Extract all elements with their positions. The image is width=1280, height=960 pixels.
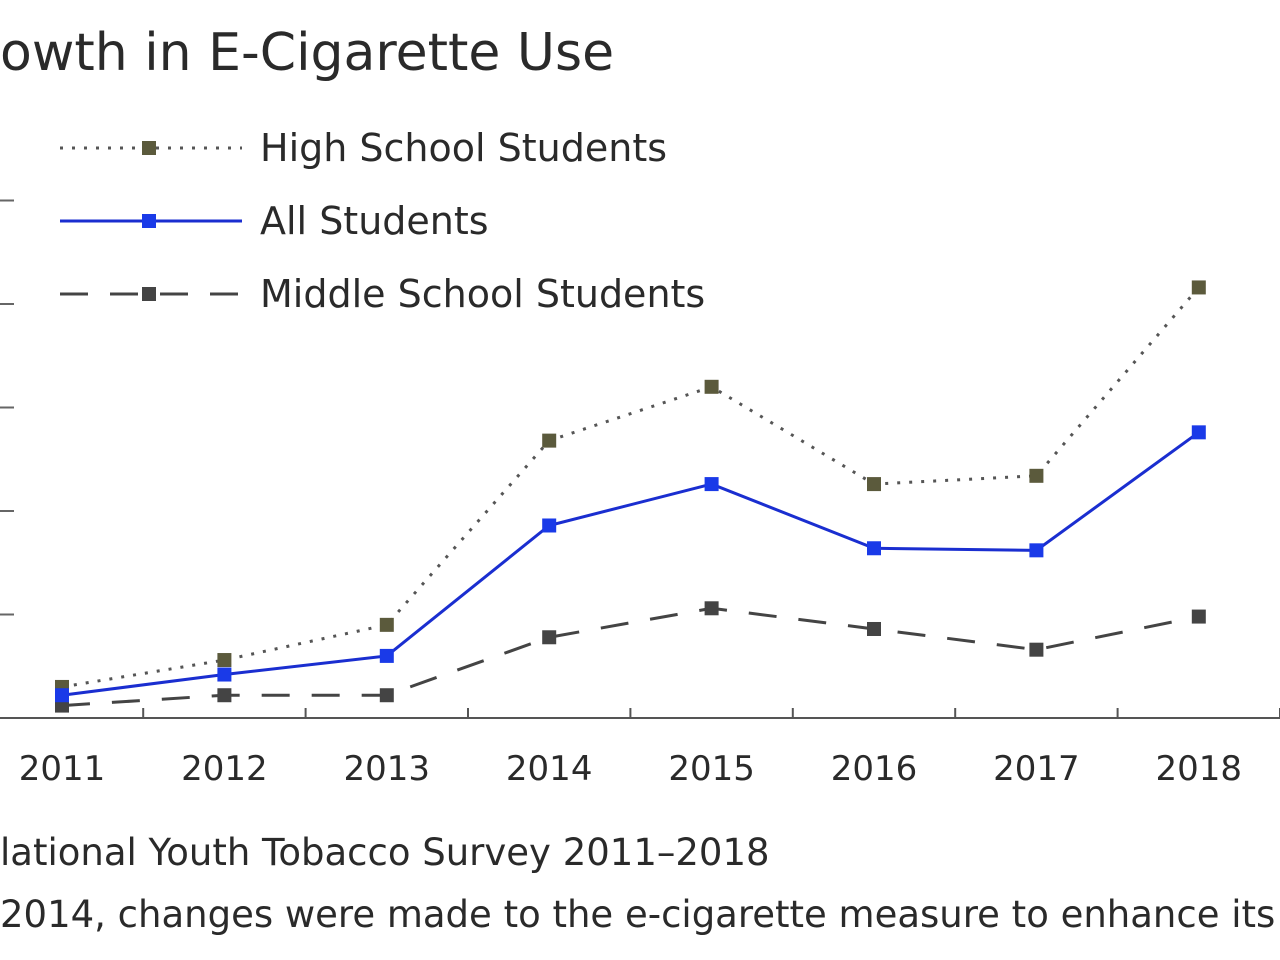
data-point (1191, 609, 1206, 624)
x-tick-label: 2018 (1156, 749, 1243, 789)
data-point (542, 518, 557, 533)
x-tick-label: 2012 (181, 749, 268, 789)
data-point (217, 653, 232, 668)
series-line (61, 431, 1200, 697)
data-point (704, 379, 719, 394)
legend-label: Middle School Students (260, 272, 705, 316)
data-point (867, 477, 881, 492)
data-point (542, 433, 557, 448)
data-point (55, 688, 69, 703)
source-note: lational Youth Tobacco Survey 2011–2018 (0, 831, 770, 874)
data-point (542, 630, 557, 645)
legend-label: High School Students (260, 126, 667, 170)
legend-marker (142, 141, 156, 155)
legend-label: All Students (260, 199, 489, 243)
x-tick-label: 2016 (831, 749, 918, 789)
legend-marker (142, 287, 156, 301)
x-tick-label: 2017 (993, 749, 1080, 789)
x-tick-label: 2013 (344, 749, 431, 789)
data-point (704, 477, 719, 492)
data-point (379, 648, 394, 663)
legend-marker (142, 214, 156, 228)
data-point (217, 688, 232, 703)
data-point (379, 617, 394, 632)
data-point (867, 541, 881, 556)
data-point (1191, 425, 1206, 440)
data-point (1029, 543, 1044, 558)
x-tick-label: 2011 (19, 749, 106, 789)
data-point (217, 667, 232, 682)
chart-title: owth in E-Cigarette Use (0, 23, 614, 83)
series-line (61, 286, 1200, 689)
data-point (704, 601, 719, 616)
footnote: 2014, changes were made to the e-cigaret… (0, 893, 1280, 936)
data-point (867, 621, 881, 636)
data-point (379, 688, 394, 703)
x-tick-label: 2015 (668, 749, 755, 789)
x-tick-label: 2014 (506, 749, 593, 789)
data-point (1191, 280, 1206, 295)
data-point (1029, 642, 1044, 657)
data-point (1029, 468, 1044, 483)
series-line (61, 606, 1200, 708)
